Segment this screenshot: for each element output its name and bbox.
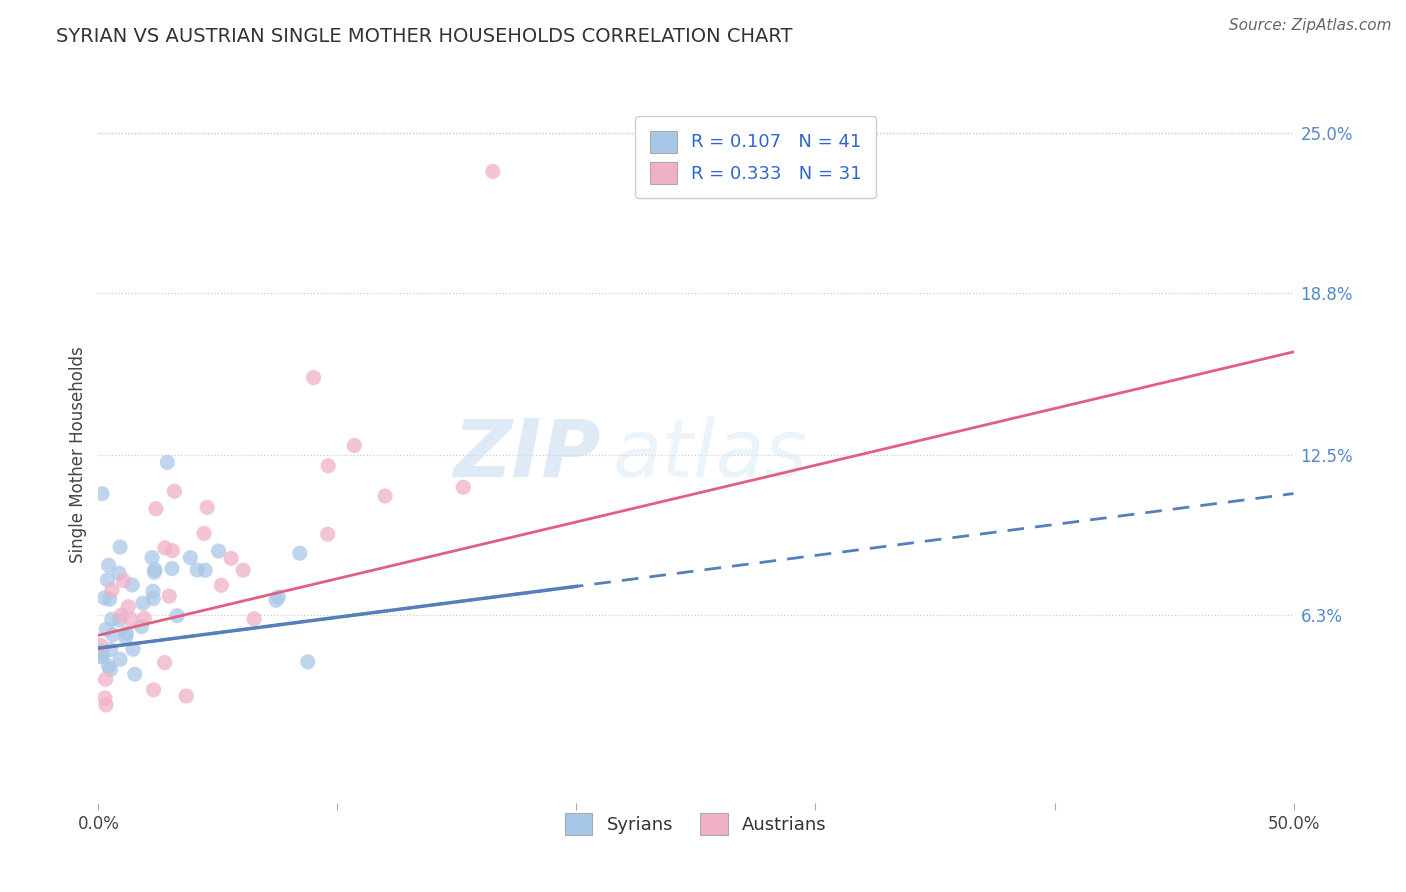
Point — [90, 648, 112, 663]
Point — [124, 667, 146, 681]
Point — [94, 673, 117, 687]
Point — [93, 591, 115, 605]
Point — [160, 561, 183, 575]
Point — [141, 550, 163, 565]
Point — [112, 574, 135, 588]
Point — [143, 563, 166, 577]
Point — [142, 591, 165, 606]
Point — [90, 644, 112, 658]
Point — [97, 659, 120, 673]
Point — [232, 563, 254, 577]
Point — [108, 652, 131, 666]
Point — [179, 550, 201, 565]
Point — [481, 164, 505, 178]
Point — [374, 489, 396, 503]
Point — [120, 612, 142, 626]
Point — [163, 484, 186, 499]
Point — [134, 611, 156, 625]
Point — [132, 596, 155, 610]
Point — [142, 584, 165, 599]
Point — [108, 613, 131, 627]
Point — [98, 592, 121, 607]
Point — [186, 563, 208, 577]
Point — [302, 370, 325, 384]
Point — [297, 655, 319, 669]
Point — [153, 541, 176, 555]
Y-axis label: Single Mother Households: Single Mother Households — [69, 347, 87, 563]
Point — [195, 500, 218, 515]
Text: Source: ZipAtlas.com: Source: ZipAtlas.com — [1229, 18, 1392, 33]
Point — [194, 563, 217, 577]
Point — [157, 589, 180, 603]
Point — [209, 578, 232, 592]
Legend: Syrians, Austrians: Syrians, Austrians — [558, 806, 834, 842]
Point — [193, 526, 215, 541]
Point — [101, 628, 124, 642]
Point — [110, 608, 132, 623]
Point — [100, 612, 122, 626]
Point — [115, 626, 138, 640]
Point — [162, 543, 184, 558]
Point — [91, 486, 114, 500]
Point — [114, 630, 136, 644]
Point — [143, 565, 166, 579]
Point — [122, 642, 145, 657]
Point — [100, 663, 122, 677]
Point — [288, 546, 311, 560]
Point — [156, 455, 179, 469]
Point — [108, 540, 131, 554]
Point — [243, 612, 266, 626]
Point — [97, 558, 120, 573]
Point — [91, 650, 114, 665]
Point — [316, 527, 339, 541]
Text: atlas: atlas — [613, 416, 807, 494]
Point — [108, 566, 131, 580]
Point — [131, 619, 153, 633]
Point — [94, 690, 117, 705]
Point — [166, 608, 188, 623]
Point — [90, 639, 112, 653]
Point — [316, 458, 339, 473]
Point — [145, 501, 167, 516]
Point — [219, 551, 242, 566]
Point — [117, 599, 139, 614]
Point — [142, 682, 165, 697]
Text: ZIP: ZIP — [453, 416, 600, 494]
Point — [94, 698, 117, 712]
Point — [267, 590, 290, 604]
Point — [343, 438, 366, 452]
Point — [121, 578, 143, 592]
Point — [207, 544, 229, 558]
Point — [264, 593, 287, 607]
Point — [453, 480, 475, 494]
Point — [174, 689, 197, 703]
Text: SYRIAN VS AUSTRIAN SINGLE MOTHER HOUSEHOLDS CORRELATION CHART: SYRIAN VS AUSTRIAN SINGLE MOTHER HOUSEHO… — [56, 27, 793, 45]
Point — [101, 582, 124, 597]
Point — [100, 642, 122, 657]
Point — [153, 656, 176, 670]
Point — [96, 622, 118, 636]
Point — [96, 573, 118, 587]
